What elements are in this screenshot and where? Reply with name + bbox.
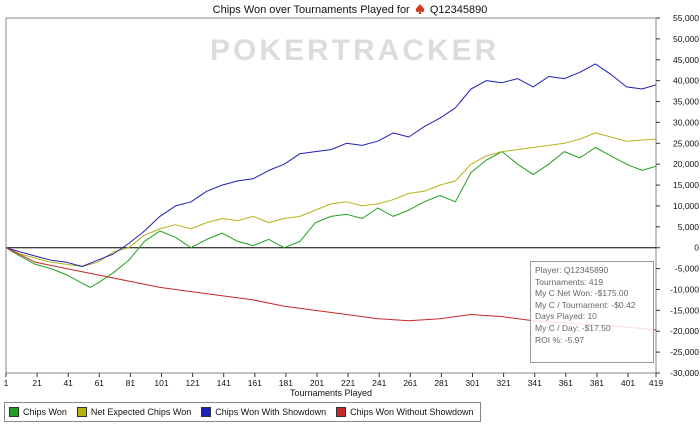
x-tick-label: 241 xyxy=(372,378,386,388)
info-tournaments: Tournaments: 419 xyxy=(535,276,604,287)
y-tick-label: -25,000 xyxy=(670,347,699,357)
legend-item[interactable]: Chips Won xyxy=(5,407,73,417)
x-tick-label: 121 xyxy=(186,378,200,388)
y-tick-label: 55,000 xyxy=(673,13,699,23)
y-tick-label: 50,000 xyxy=(673,34,699,44)
legend-swatch xyxy=(9,407,19,417)
y-tick-label: 0 xyxy=(694,243,699,253)
x-tick-label: 161 xyxy=(248,378,262,388)
x-tick-label: 381 xyxy=(590,378,604,388)
x-tick-label: 1 xyxy=(4,378,9,388)
legend-swatch xyxy=(76,407,87,417)
x-tick-label: 61 xyxy=(95,378,105,388)
y-tick-label: 40,000 xyxy=(673,76,699,86)
x-tick-label: 281 xyxy=(434,378,448,388)
info-per-tournament: My C / Tournament: -$0.42 xyxy=(535,299,636,310)
legend-label: Net Expected Chips Won xyxy=(90,407,192,417)
x-tick-label: 419 xyxy=(649,378,663,388)
y-axis: -30,000 -25,000 -20,000 -15,000 -10,000 -5,00… xyxy=(6,13,699,378)
legend-item[interactable]: Chips Won With Showdown xyxy=(197,407,332,417)
info-per-day: My C / Day: -$17.50 xyxy=(535,322,611,333)
info-player: Player: Q12345890 xyxy=(535,265,609,275)
x-tick-label: 401 xyxy=(621,378,635,388)
chart-title-player: Q12345890 xyxy=(429,4,488,16)
legend-label: Chips Won xyxy=(23,407,67,417)
legend-item[interactable]: Net Expected Chips Won xyxy=(73,407,197,417)
x-tick-label: 341 xyxy=(528,378,542,388)
spade-icon xyxy=(415,4,424,14)
x-tick-label: 201 xyxy=(310,378,324,388)
x-tick-label: 221 xyxy=(341,378,355,388)
y-tick-label: 35,000 xyxy=(673,97,699,107)
y-tick-label: 5,000 xyxy=(678,222,700,232)
y-tick-label: 20,000 xyxy=(673,159,699,169)
info-days-played: Days Played: 10 xyxy=(535,311,597,322)
y-tick-label: 45,000 xyxy=(673,55,699,65)
x-tick-label: 41 xyxy=(63,378,73,388)
x-tick-label: 81 xyxy=(126,378,136,388)
info-roi: ROI %: -5.97 xyxy=(535,334,585,345)
x-tick-label: 261 xyxy=(403,378,417,388)
stats-info-box: Player: Q12345890 Tournaments: 419 My C … xyxy=(530,261,654,363)
legend-label: Chips Won Without Showdown xyxy=(350,407,474,417)
plot-area-frame xyxy=(5,17,657,374)
x-tick-label: 301 xyxy=(465,378,479,388)
y-tick-label: 15,000 xyxy=(673,180,699,190)
x-tick-label: 101 xyxy=(154,378,168,388)
legend-swatch xyxy=(201,407,212,417)
series-line-chips-won xyxy=(5,147,657,288)
x-tick-label: 321 xyxy=(497,378,511,388)
x-tick-label: 21 xyxy=(32,378,42,388)
y-tick-label: 30,000 xyxy=(673,117,699,127)
chart-legend: Chips Won Net Expected Chips Won Chips Won… xyxy=(4,402,481,422)
y-tick-label: -10,000 xyxy=(670,284,699,294)
y-tick-label: 10,000 xyxy=(673,201,699,211)
x-tick-label: 141 xyxy=(217,378,231,388)
y-tick-label: -20,000 xyxy=(670,326,699,336)
y-tick-label: -30,000 xyxy=(670,368,699,378)
chart-title-text: Chips Won over Tournaments Played for xyxy=(212,4,410,16)
y-tick-label: -15,000 xyxy=(670,305,699,315)
legend-swatch xyxy=(336,407,347,417)
y-tick-label: -5,000 xyxy=(675,264,699,274)
series-line-chips-won-with-showdown xyxy=(5,63,657,267)
legend-item[interactable]: Chips Won Without Showdown xyxy=(332,407,479,417)
legend-label: Chips Won With Showdown xyxy=(215,407,327,417)
x-tick-label: 181 xyxy=(279,378,293,388)
x-axis-label: Tournaments Played xyxy=(290,388,372,398)
y-tick-label: 25,000 xyxy=(673,138,699,148)
pokertracker-watermark: POKERTRACKER xyxy=(210,34,500,67)
x-axis: 1 21 41 61 81 101 121 141 161 181 201 221 241 261 281 3… xyxy=(4,373,663,388)
chart-title: Chips Won over Tournaments Played for Q1… xyxy=(0,4,700,16)
series-line-net-expected-chips-won xyxy=(5,132,657,267)
info-net-won: My C Net Won: -$175.00 xyxy=(535,288,629,299)
x-tick-label: 361 xyxy=(559,378,573,388)
